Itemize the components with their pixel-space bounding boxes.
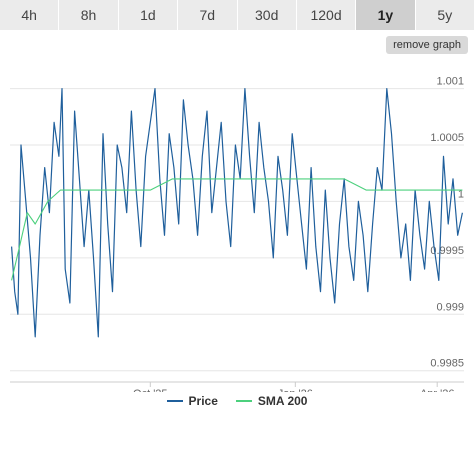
range-tabs: 4h 8h 1d 7d 30d 120d 1y 5y [0, 0, 474, 30]
series-lines [11, 87, 463, 338]
x-tick-label: Jan '26 [278, 388, 313, 392]
remove-graph-button[interactable]: remove graph [386, 36, 468, 54]
legend-item-price[interactable]: Price [166, 394, 218, 408]
tab-4h[interactable]: 4h [0, 0, 60, 30]
tab-8h[interactable]: 8h [59, 0, 119, 30]
y-tick-label: 1 [458, 188, 464, 200]
legend-label-price: Price [188, 394, 218, 408]
tab-7d[interactable]: 7d [178, 0, 238, 30]
y-axis-ticks: 1.001 1.0005 1 0.9995 0.999 0.9985 [430, 76, 464, 370]
sma-swatch-icon [235, 400, 252, 402]
tab-5y[interactable]: 5y [415, 0, 474, 30]
price-swatch-icon [166, 400, 183, 402]
x-axis-ticks: Oct '25 Jan '26 Apr '26 [133, 382, 454, 392]
legend-label-sma: SMA 200 [257, 394, 308, 408]
y-tick-label: 1.0005 [430, 132, 464, 144]
x-tick-label: Apr '26 [420, 388, 455, 392]
grid-lines [10, 88, 464, 383]
y-tick-label: 0.9995 [430, 245, 464, 257]
tab-1y[interactable]: 1y [356, 0, 416, 30]
y-tick-label: 0.9985 [430, 358, 464, 370]
tab-120d[interactable]: 120d [296, 0, 357, 30]
legend-item-sma[interactable]: SMA 200 [235, 394, 308, 408]
price-chart: 1.001 1.0005 1 0.9995 0.999 0.9985 Oct '25 Jan… [10, 76, 464, 392]
legend: Price SMA 200 [0, 392, 474, 410]
x-tick-label: Oct '25 [133, 388, 168, 392]
tab-30d[interactable]: 30d [237, 0, 297, 30]
y-tick-label: 0.999 [436, 301, 464, 313]
sma-200-line [11, 178, 463, 281]
y-tick-label: 1.001 [436, 76, 464, 88]
tab-1d[interactable]: 1d [118, 0, 179, 30]
price-line [11, 87, 463, 338]
